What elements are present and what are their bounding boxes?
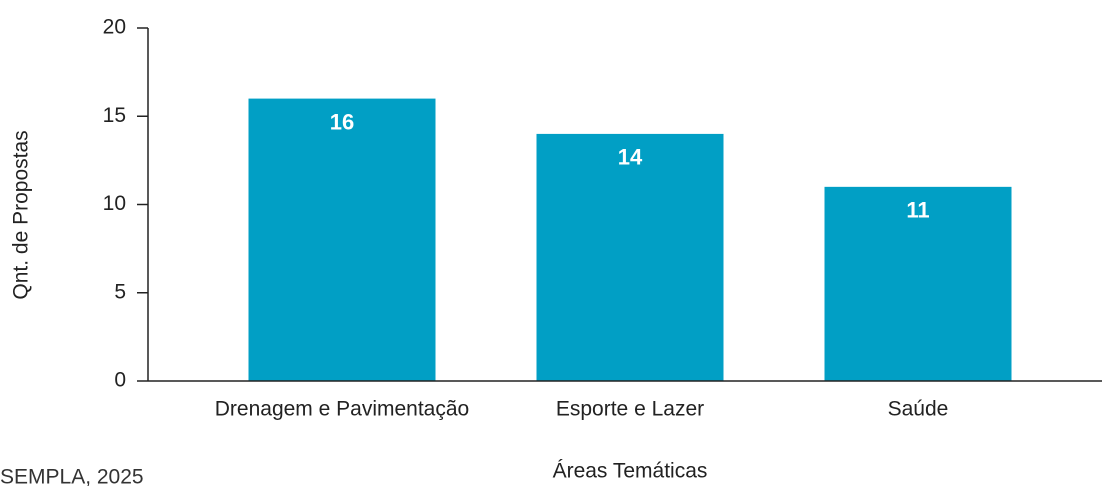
x-tick-label: Esporte e Lazer	[556, 398, 704, 421]
bar	[824, 186, 1012, 381]
y-axis-title: Qnt. de Propostas	[10, 130, 33, 299]
x-axis-title: Áreas Temáticas	[553, 460, 708, 483]
y-tick-label: 5	[114, 280, 126, 303]
x-tick-label: Saúde	[888, 398, 949, 421]
value-label: 14	[618, 145, 643, 170]
source: SEMPLA, 2025	[0, 466, 144, 486]
y-tick-label: 0	[114, 369, 126, 392]
bar	[248, 98, 436, 381]
y-tick-label: 20	[103, 16, 126, 39]
x-tick-label: Drenagem e Pavimentação	[215, 398, 469, 421]
y-tick-label: 15	[103, 104, 126, 127]
bar	[536, 133, 724, 381]
value-label: 16	[330, 109, 354, 134]
value-label: 11	[906, 198, 929, 223]
y-tick-label: 10	[103, 192, 126, 215]
